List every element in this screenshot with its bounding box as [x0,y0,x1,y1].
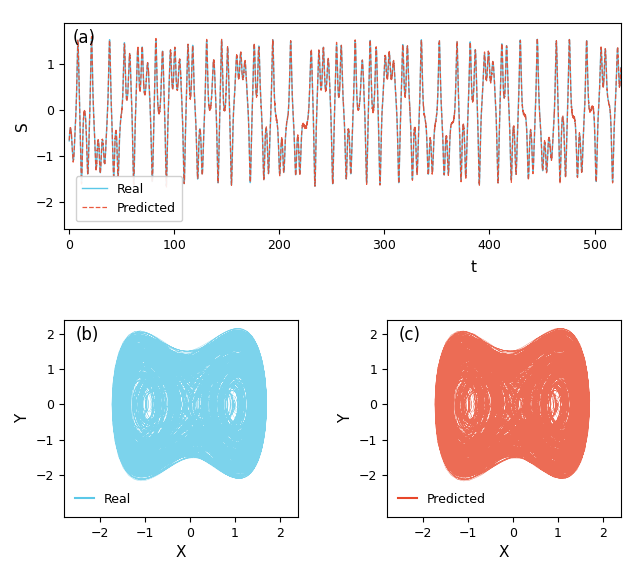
Predicted [163,183,170,190]
Text: (a): (a) [72,29,95,47]
Legend: Predicted: Predicted [393,488,491,511]
Legend: Real: Real [70,488,136,511]
Line: Predicted: Predicted [69,37,621,187]
Predicted [65,137,73,144]
Real [617,64,625,71]
Text: (c): (c) [399,326,420,344]
Predicted [88,34,95,40]
Real [65,137,73,144]
Predicted [190,82,198,89]
Real [486,67,493,74]
Y-axis label: S: S [15,121,30,131]
Y-axis label: Y: Y [15,414,30,423]
Y-axis label: Y: Y [338,414,353,423]
Real [374,119,382,126]
Real [88,34,95,41]
Legend: Real, Predicted: Real, Predicted [76,176,182,221]
Real [190,79,198,86]
Real [228,139,236,146]
Predicted [229,134,237,141]
Line: Real: Real [69,37,621,186]
Real [311,183,319,190]
X-axis label: X: X [499,545,509,560]
Text: (b): (b) [76,326,99,344]
Predicted [486,67,493,74]
Text: t: t [470,261,476,275]
Predicted [175,66,182,73]
Real [175,69,182,76]
Predicted [617,64,625,70]
Predicted [374,119,382,126]
X-axis label: X: X [176,545,186,560]
Real [434,90,442,97]
Predicted [434,89,442,96]
